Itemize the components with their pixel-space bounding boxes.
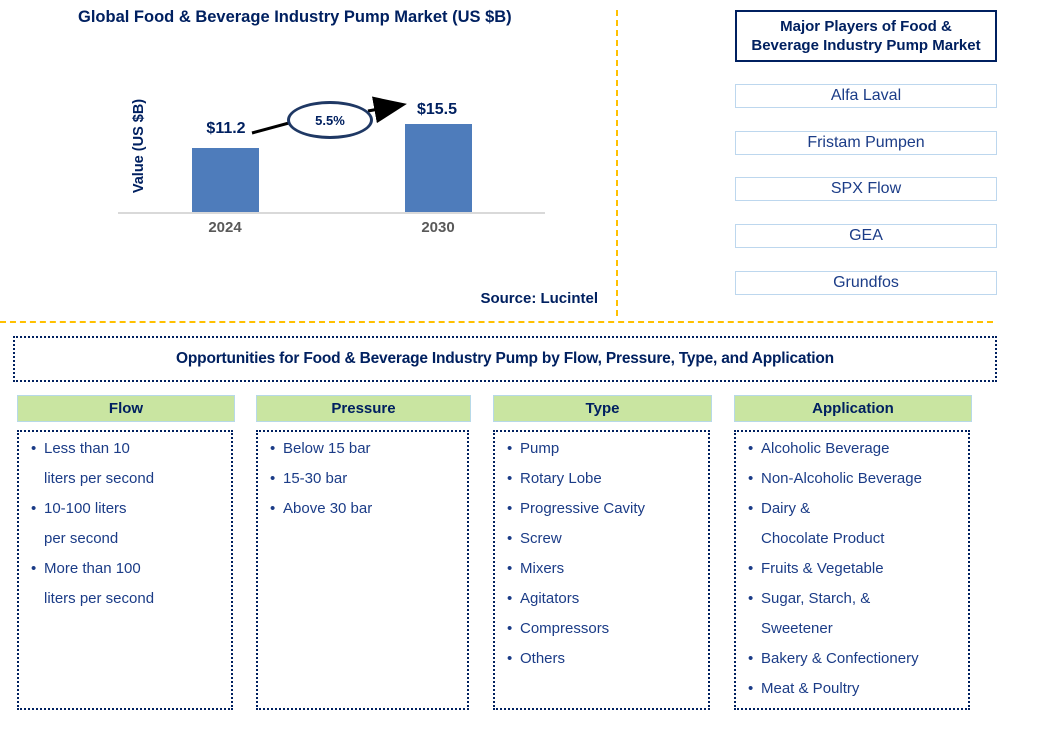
list-item: Above 30 bar — [270, 494, 461, 524]
list-item: Meat & Poultry — [748, 674, 962, 704]
x-tick-2024: 2024 — [208, 219, 242, 236]
column-box-application: Alcoholic Beverage Non-Alcoholic Beverag… — [734, 430, 970, 710]
list-item: Fruits & Vegetable — [748, 554, 962, 584]
growth-rate-label: 5.5% — [315, 112, 345, 128]
vertical-divider — [616, 10, 618, 316]
column-header-pressure: Pressure — [256, 395, 471, 422]
bar-chart-plot-area — [118, 99, 545, 214]
list-item: Others — [507, 644, 702, 674]
list-item: Non-Alcoholic Beverage — [748, 464, 962, 494]
column-box-flow: Less than 10 liters per second 10-100 li… — [17, 430, 233, 710]
list-item: More than 100 liters per second — [31, 554, 225, 614]
list-item: Mixers — [507, 554, 702, 584]
opportunities-banner: Opportunities for Food & Beverage Indust… — [13, 336, 997, 382]
column-header-application: Application — [734, 395, 972, 422]
horizontal-divider — [0, 321, 993, 323]
bar-value-2030: $15.5 — [416, 101, 458, 118]
player-item-grundfos: Grundfos — [735, 271, 997, 295]
chart-title: Global Food & Beverage Industry Pump Mar… — [78, 8, 512, 26]
source-note: Source: Lucintel — [480, 290, 598, 307]
player-item-spx-flow: SPX Flow — [735, 177, 997, 201]
list-item: 10-100 liters per second — [31, 494, 225, 554]
bar-2030 — [405, 124, 472, 212]
list-item: Below 15 bar — [270, 434, 461, 464]
list-item: Dairy & Chocolate Product — [748, 494, 962, 554]
list-item: Sugar, Starch, & Sweetener — [748, 584, 962, 644]
column-box-type: Pump Rotary Lobe Progressive Cavity Scre… — [493, 430, 710, 710]
list-item: 15-30 bar — [270, 464, 461, 494]
list-item: Progressive Cavity — [507, 494, 702, 524]
list-item: Screw — [507, 524, 702, 554]
player-item-alfa-laval: Alfa Laval — [735, 84, 997, 108]
opportunities-banner-text: Opportunities for Food & Beverage Indust… — [176, 350, 834, 367]
list-item: Agitators — [507, 584, 702, 614]
player-item-fristam-pumpen: Fristam Pumpen — [735, 131, 997, 155]
player-item-gea: GEA — [735, 224, 997, 248]
list-item: Pump — [507, 434, 702, 464]
list-item: Less than 10 liters per second — [31, 434, 225, 494]
column-header-type: Type — [493, 395, 712, 422]
column-box-pressure: Below 15 bar 15-30 bar Above 30 bar — [256, 430, 469, 710]
list-item: Compressors — [507, 614, 702, 644]
bar-2024 — [192, 148, 259, 212]
bar-value-2024: $11.2 — [206, 120, 246, 137]
players-panel-title: Major Players of Food & Beverage Industr… — [735, 10, 997, 62]
x-tick-2030: 2030 — [421, 219, 455, 236]
list-item: Alcoholic Beverage — [748, 434, 962, 464]
growth-rate-ellipse: 5.5% — [287, 101, 373, 139]
list-item: Rotary Lobe — [507, 464, 702, 494]
column-header-flow: Flow — [17, 395, 235, 422]
list-item: Bakery & Confectionery — [748, 644, 962, 674]
